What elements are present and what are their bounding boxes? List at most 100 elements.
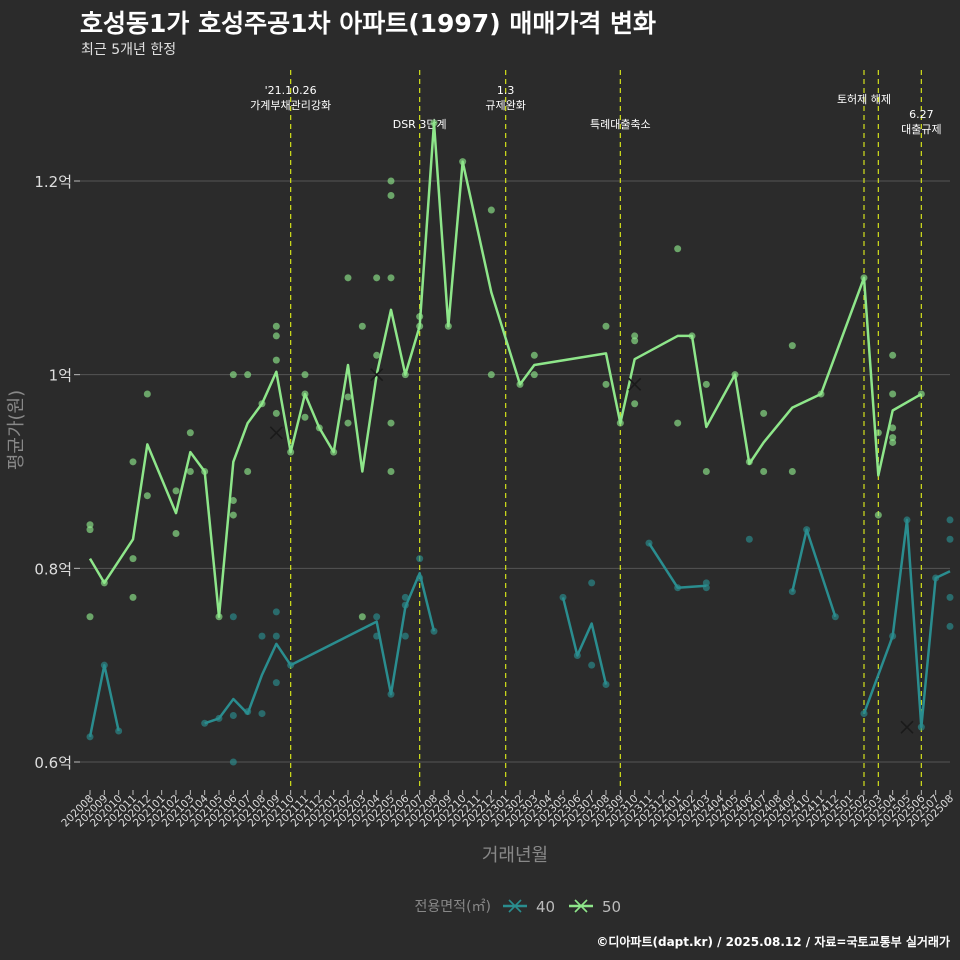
event-label: DSR 3단계 (393, 118, 447, 131)
data-point-50 (702, 380, 710, 388)
data-point-50 (889, 424, 897, 432)
data-point-50 (487, 206, 495, 214)
data-point-50 (301, 413, 309, 421)
data-point-50 (272, 356, 280, 364)
data-point-40 (229, 613, 237, 621)
data-point-40 (745, 535, 753, 543)
data-point-50 (358, 322, 366, 330)
chart-title: 호성동1가 호성주공1차 아파트(1997) 매매가격 변화 (80, 9, 657, 38)
y-tick-label: 0.6억 (34, 754, 72, 772)
data-point-50 (788, 468, 796, 475)
data-point-50 (387, 468, 395, 475)
data-point-50 (272, 332, 280, 340)
y-tick-label: 0.8억 (34, 560, 72, 578)
data-point-40 (373, 613, 381, 621)
data-point-40 (416, 555, 424, 563)
data-point-50 (874, 511, 882, 519)
data-point-40 (401, 593, 409, 601)
data-point-50 (86, 521, 94, 529)
cross-marker-40 (900, 720, 914, 734)
legend-label-50: 50 (602, 898, 621, 916)
series-line-40 (862, 518, 951, 729)
data-point-40 (588, 579, 596, 587)
data-point-40 (702, 579, 710, 587)
data-point-50 (86, 526, 94, 534)
data-point-50 (702, 468, 710, 475)
legend-label-40: 40 (536, 898, 555, 916)
data-point-50 (674, 419, 682, 427)
chart-subtitle: 최근 5개년 한정 (81, 42, 177, 58)
series-line-40 (561, 597, 608, 685)
series-line-40 (791, 528, 837, 618)
x-axis-title: 거래년월 (482, 845, 548, 866)
legend-title: 전용면적(㎡) (415, 899, 491, 915)
data-point-50 (373, 351, 381, 359)
data-point-50 (674, 245, 682, 253)
data-point-50 (530, 371, 538, 379)
legend-swatch-cross-50 (574, 899, 588, 913)
data-point-50 (186, 468, 194, 475)
event-label: '21.10.26 가계부채관리강화 (250, 84, 331, 112)
data-point-50 (602, 380, 610, 388)
event-label: 6.27 대출규제 (901, 108, 941, 136)
event-label: 토허제 해제 (837, 92, 891, 106)
data-point-50 (344, 274, 352, 282)
y-tick-label: 1.2억 (34, 173, 72, 191)
data-point-50 (631, 332, 639, 340)
data-point-50 (889, 434, 897, 442)
data-point-50 (788, 342, 796, 350)
data-point-50 (244, 371, 252, 379)
series-line-50 (88, 121, 922, 618)
data-point-40 (588, 661, 596, 669)
series-line-40 (647, 542, 707, 589)
data-point-50 (344, 419, 352, 427)
legend-swatch-cross-40 (508, 899, 522, 913)
data-point-40 (946, 622, 954, 630)
data-point-40 (272, 608, 280, 616)
data-point-50 (358, 613, 366, 621)
data-point-50 (631, 400, 639, 408)
data-point-50 (86, 613, 94, 621)
data-point-50 (373, 274, 381, 282)
data-point-40 (946, 593, 954, 601)
data-point-50 (172, 487, 180, 495)
data-point-50 (631, 337, 639, 345)
data-point-40 (946, 535, 954, 543)
data-point-40 (401, 632, 409, 640)
data-point-50 (244, 468, 252, 475)
data-point-50 (272, 409, 280, 417)
series-line-40 (88, 663, 120, 738)
event-label: 특례대출축소 (590, 118, 651, 131)
y-axis-title: 평균가(원) (6, 390, 27, 470)
data-point-50 (889, 390, 897, 398)
data-point-50 (186, 429, 194, 437)
data-point-40 (272, 632, 280, 640)
data-point-50 (487, 371, 495, 379)
source-caption: ©디아파트(dapt.kr) / 2025.08.12 / 자료=국토교통부 실… (596, 935, 950, 949)
data-point-50 (760, 409, 768, 417)
cross-marker-50 (628, 377, 642, 391)
cross-marker-50 (269, 426, 283, 440)
data-point-50 (889, 438, 897, 446)
data-point-40 (229, 758, 237, 766)
series-line-40 (204, 571, 436, 725)
data-point-50 (129, 458, 137, 466)
data-point-40 (946, 516, 954, 524)
data-point-50 (387, 419, 395, 427)
data-point-40 (258, 632, 266, 640)
event-label: 1.3 규제완화 (485, 84, 525, 112)
data-point-50 (344, 393, 352, 401)
y-tick-label: 1억 (49, 367, 72, 385)
data-point-50 (172, 529, 180, 537)
data-point-50 (129, 555, 137, 563)
data-point-50 (602, 322, 610, 330)
data-point-50 (229, 371, 237, 379)
cross-marker-50 (370, 368, 384, 382)
data-point-50 (143, 390, 151, 398)
data-point-50 (129, 593, 137, 601)
data-point-50 (301, 371, 309, 379)
data-point-50 (229, 511, 237, 519)
data-point-50 (272, 322, 280, 330)
data-point-50 (229, 497, 237, 505)
